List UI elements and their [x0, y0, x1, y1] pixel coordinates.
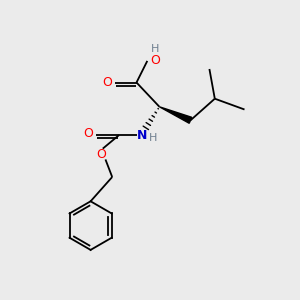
Polygon shape	[160, 107, 192, 123]
Text: H: H	[148, 133, 157, 143]
Text: H: H	[151, 44, 159, 54]
Text: O: O	[102, 76, 112, 89]
Text: O: O	[83, 127, 93, 140]
Text: N: N	[137, 129, 147, 142]
Text: O: O	[150, 54, 160, 68]
Text: O: O	[97, 148, 106, 160]
